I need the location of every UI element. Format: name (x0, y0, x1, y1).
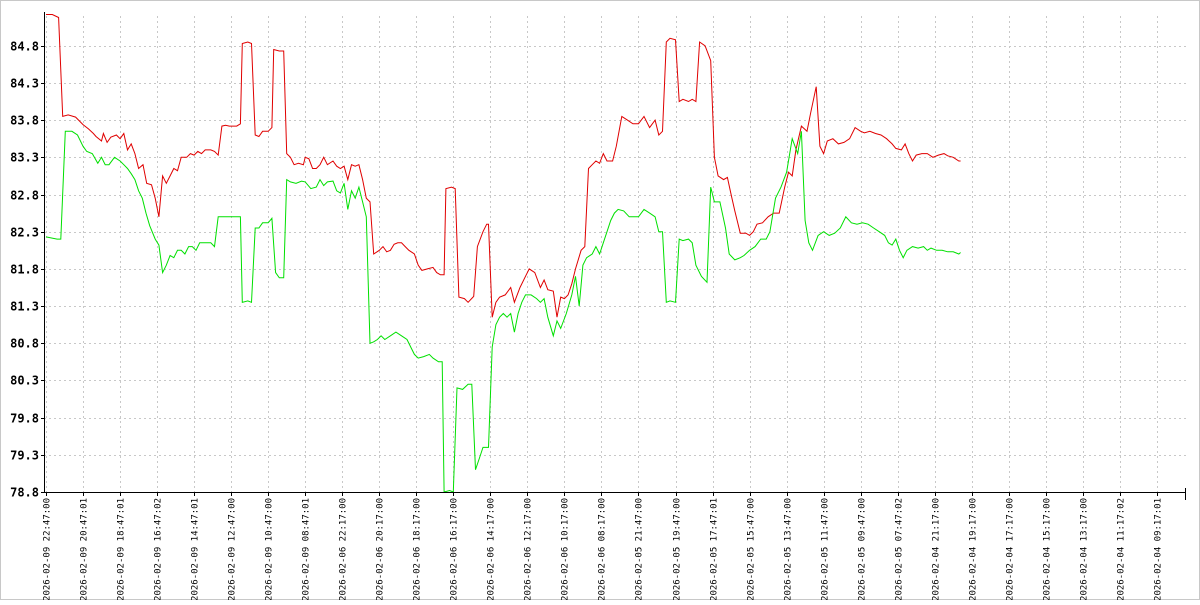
series-line-red (46, 14, 961, 318)
y-tick-label: 83.3 (10, 151, 39, 165)
x-tick-label: 2026-02-05 11:47:00 (821, 498, 831, 600)
x-tick-label: 2026-02-09 18:47:01 (117, 498, 127, 600)
x-tick-label: 2026-02-06 22:17:00 (339, 498, 349, 600)
x-tick-label: 2026-02-09 20:47:01 (80, 498, 90, 600)
x-tick-label: 2026-02-04 19:17:00 (969, 498, 979, 600)
y-tick-label: 81.8 (10, 263, 39, 277)
y-tick-labels: 78.8 79.3 79.8 80.3 80.8 81.3 81.8 82.3 82.8 83.3… (10, 40, 39, 500)
x-tick-label: 2026-02-09 22:47:00 (43, 498, 53, 600)
y-tick-label: 84.8 (10, 40, 39, 54)
x-tick-label: 2026-02-05 21:47:00 (635, 498, 645, 600)
axes (41, 12, 1186, 500)
y-tick-label: 78.8 (10, 486, 39, 500)
series-line-green (45, 130, 961, 493)
x-tick-label: 2026-02-04 15:17:00 (1043, 498, 1053, 600)
x-tick-label: 2026-02-05 17:47:01 (710, 498, 720, 600)
x-tick-label: 2026-02-06 10:17:00 (561, 498, 571, 600)
x-tick-labels: 2026-02-09 22:47:00 2026-02-09 20:47:01 20… (43, 498, 1164, 601)
x-tick-label: 2026-02-05 09:47:00 (858, 498, 868, 600)
x-tick-label: 2026-02-06 20:17:00 (376, 498, 386, 600)
series-lines (45, 14, 961, 493)
x-tick-label: 2026-02-09 12:47:00 (228, 498, 238, 600)
x-tick-label: 2026-02-06 16:17:00 (450, 498, 460, 600)
y-tick-label: 79.3 (10, 449, 39, 463)
y-tick-label: 82.3 (10, 226, 39, 240)
x-tick-label: 2026-02-05 19:47:00 (673, 498, 683, 600)
x-tick-label: 2026-02-09 10:47:00 (265, 498, 275, 600)
x-tick-label: 2026-02-06 18:17:00 (413, 498, 423, 600)
x-tick-label: 2026-02-09 14:47:01 (191, 498, 201, 600)
x-tick-label: 2026-02-09 08:47:01 (302, 498, 312, 600)
x-tick-label: 2026-02-04 13:17:00 (1080, 498, 1090, 600)
y-tick-label: 79.8 (10, 412, 39, 426)
x-tick-label: 2026-02-04 09:17:01 (1154, 498, 1164, 600)
y-tick-label: 83.8 (10, 114, 39, 128)
x-tick-label: 2026-02-06 08:17:00 (598, 498, 608, 600)
x-tick-label: 2026-02-06 14:17:00 (487, 498, 497, 600)
y-tick-label: 84.3 (10, 77, 39, 91)
x-tick-label: 2026-02-05 13:47:00 (784, 498, 794, 600)
x-tick-label: 2026-02-04 17:17:00 (1006, 498, 1016, 600)
x-tick-label: 2026-02-05 07:47:02 (895, 498, 905, 600)
y-tick-label: 80.3 (10, 374, 39, 388)
x-tick-label: 2026-02-06 12:17:00 (524, 498, 534, 600)
x-tick-label: 2026-02-04 11:17:02 (1117, 498, 1127, 600)
x-tick-label: 2026-02-04 21:17:00 (932, 498, 942, 600)
y-tick-label: 82.8 (10, 189, 39, 203)
x-tick-label: 2026-02-09 16:47:02 (154, 498, 164, 600)
x-tick-label: 2026-02-05 15:47:00 (747, 498, 757, 600)
y-tick-label: 81.3 (10, 300, 39, 314)
y-tick-label: 80.8 (10, 337, 39, 351)
